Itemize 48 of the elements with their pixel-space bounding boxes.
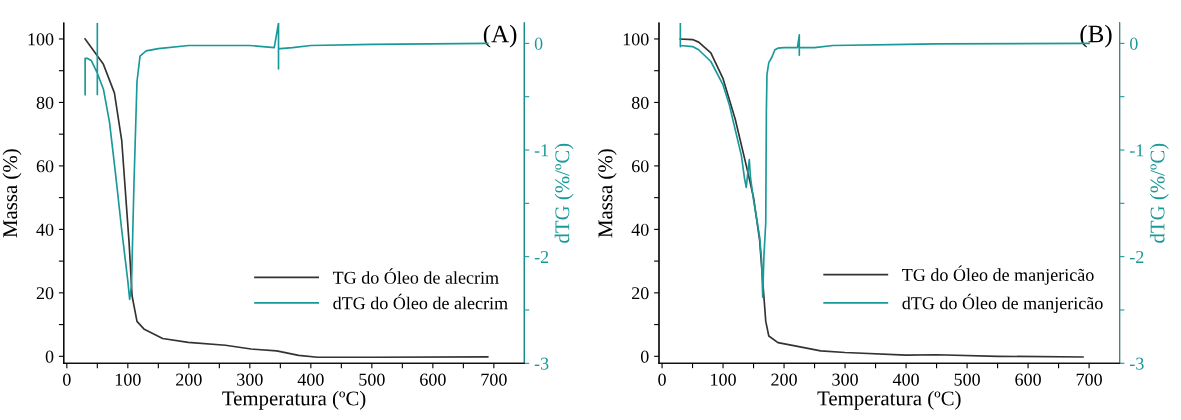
y-tick-label: 80 — [631, 96, 649, 109]
y2-tick-label: -1 — [534, 144, 549, 157]
y-tick-label: 0 — [640, 350, 649, 363]
y2-axis-title: dTG (%/ºC) — [1149, 143, 1169, 243]
y-tick-label: 20 — [632, 287, 649, 300]
x-tick-label: 200 — [176, 373, 202, 386]
x-tick-label: 700 — [481, 373, 507, 386]
y-tick-label: 40 — [36, 223, 54, 236]
annotation: (A) — [483, 24, 517, 48]
y-axis-title: Massa (%) — [2, 149, 22, 238]
x-axis-title: Temperatura (ºC) — [222, 390, 366, 410]
x-tick-label: 300 — [237, 373, 263, 386]
y2-tick-label: -2 — [534, 250, 549, 263]
y-tick-label: 0 — [45, 350, 54, 363]
y2-axis-title: dTG (%/ºC) — [554, 143, 574, 243]
x-tick-label: 600 — [1015, 373, 1041, 386]
x-tick-label: 400 — [297, 373, 324, 386]
x-tick-label: 300 — [832, 373, 858, 386]
y-tick-label: 80 — [36, 96, 54, 109]
y2-tick-label: -3 — [534, 357, 549, 370]
x-tick-label: 100 — [711, 373, 736, 386]
y2-tick-label: 0 — [534, 37, 543, 50]
annotation: (B) — [1080, 24, 1112, 48]
y2-tick-label: -3 — [1129, 357, 1144, 370]
y-tick-label: 20 — [36, 287, 54, 300]
x-tick-label: 100 — [115, 373, 141, 386]
y-tick-label: 60 — [36, 160, 54, 173]
x-tick-label: 200 — [771, 373, 797, 386]
x-tick-label: 600 — [420, 373, 446, 386]
y2-tick-label: 0 — [1130, 37, 1138, 50]
x-tick-label: 700 — [1076, 373, 1102, 386]
y-axis-title: Massa (%) — [597, 149, 617, 238]
legend-label: TG do Óleo de manjericão — [902, 265, 1094, 285]
x-tick-label: 400 — [892, 373, 919, 386]
x-tick-label: 500 — [954, 373, 980, 386]
legend-label: TG do Óleo de alecrim — [332, 268, 499, 284]
x-tick-label: 0 — [63, 373, 71, 386]
x-tick-label: 0 — [658, 373, 666, 386]
y-tick-label: 40 — [631, 223, 649, 236]
y2-tick-label: -2 — [1129, 250, 1144, 263]
x-tick-label: 500 — [359, 373, 385, 386]
y-tick-label: 100 — [623, 33, 649, 46]
legend-label: dTG do Óleo de alecrim — [333, 293, 508, 310]
legend-label: dTG do Óleo de manjericão — [902, 293, 1103, 314]
x-axis-title: Temperatura (ºC) — [817, 390, 961, 410]
y-tick-label: 60 — [632, 160, 649, 173]
y-tick-label: 100 — [28, 33, 54, 46]
y2-tick-label: -1 — [1129, 144, 1144, 157]
